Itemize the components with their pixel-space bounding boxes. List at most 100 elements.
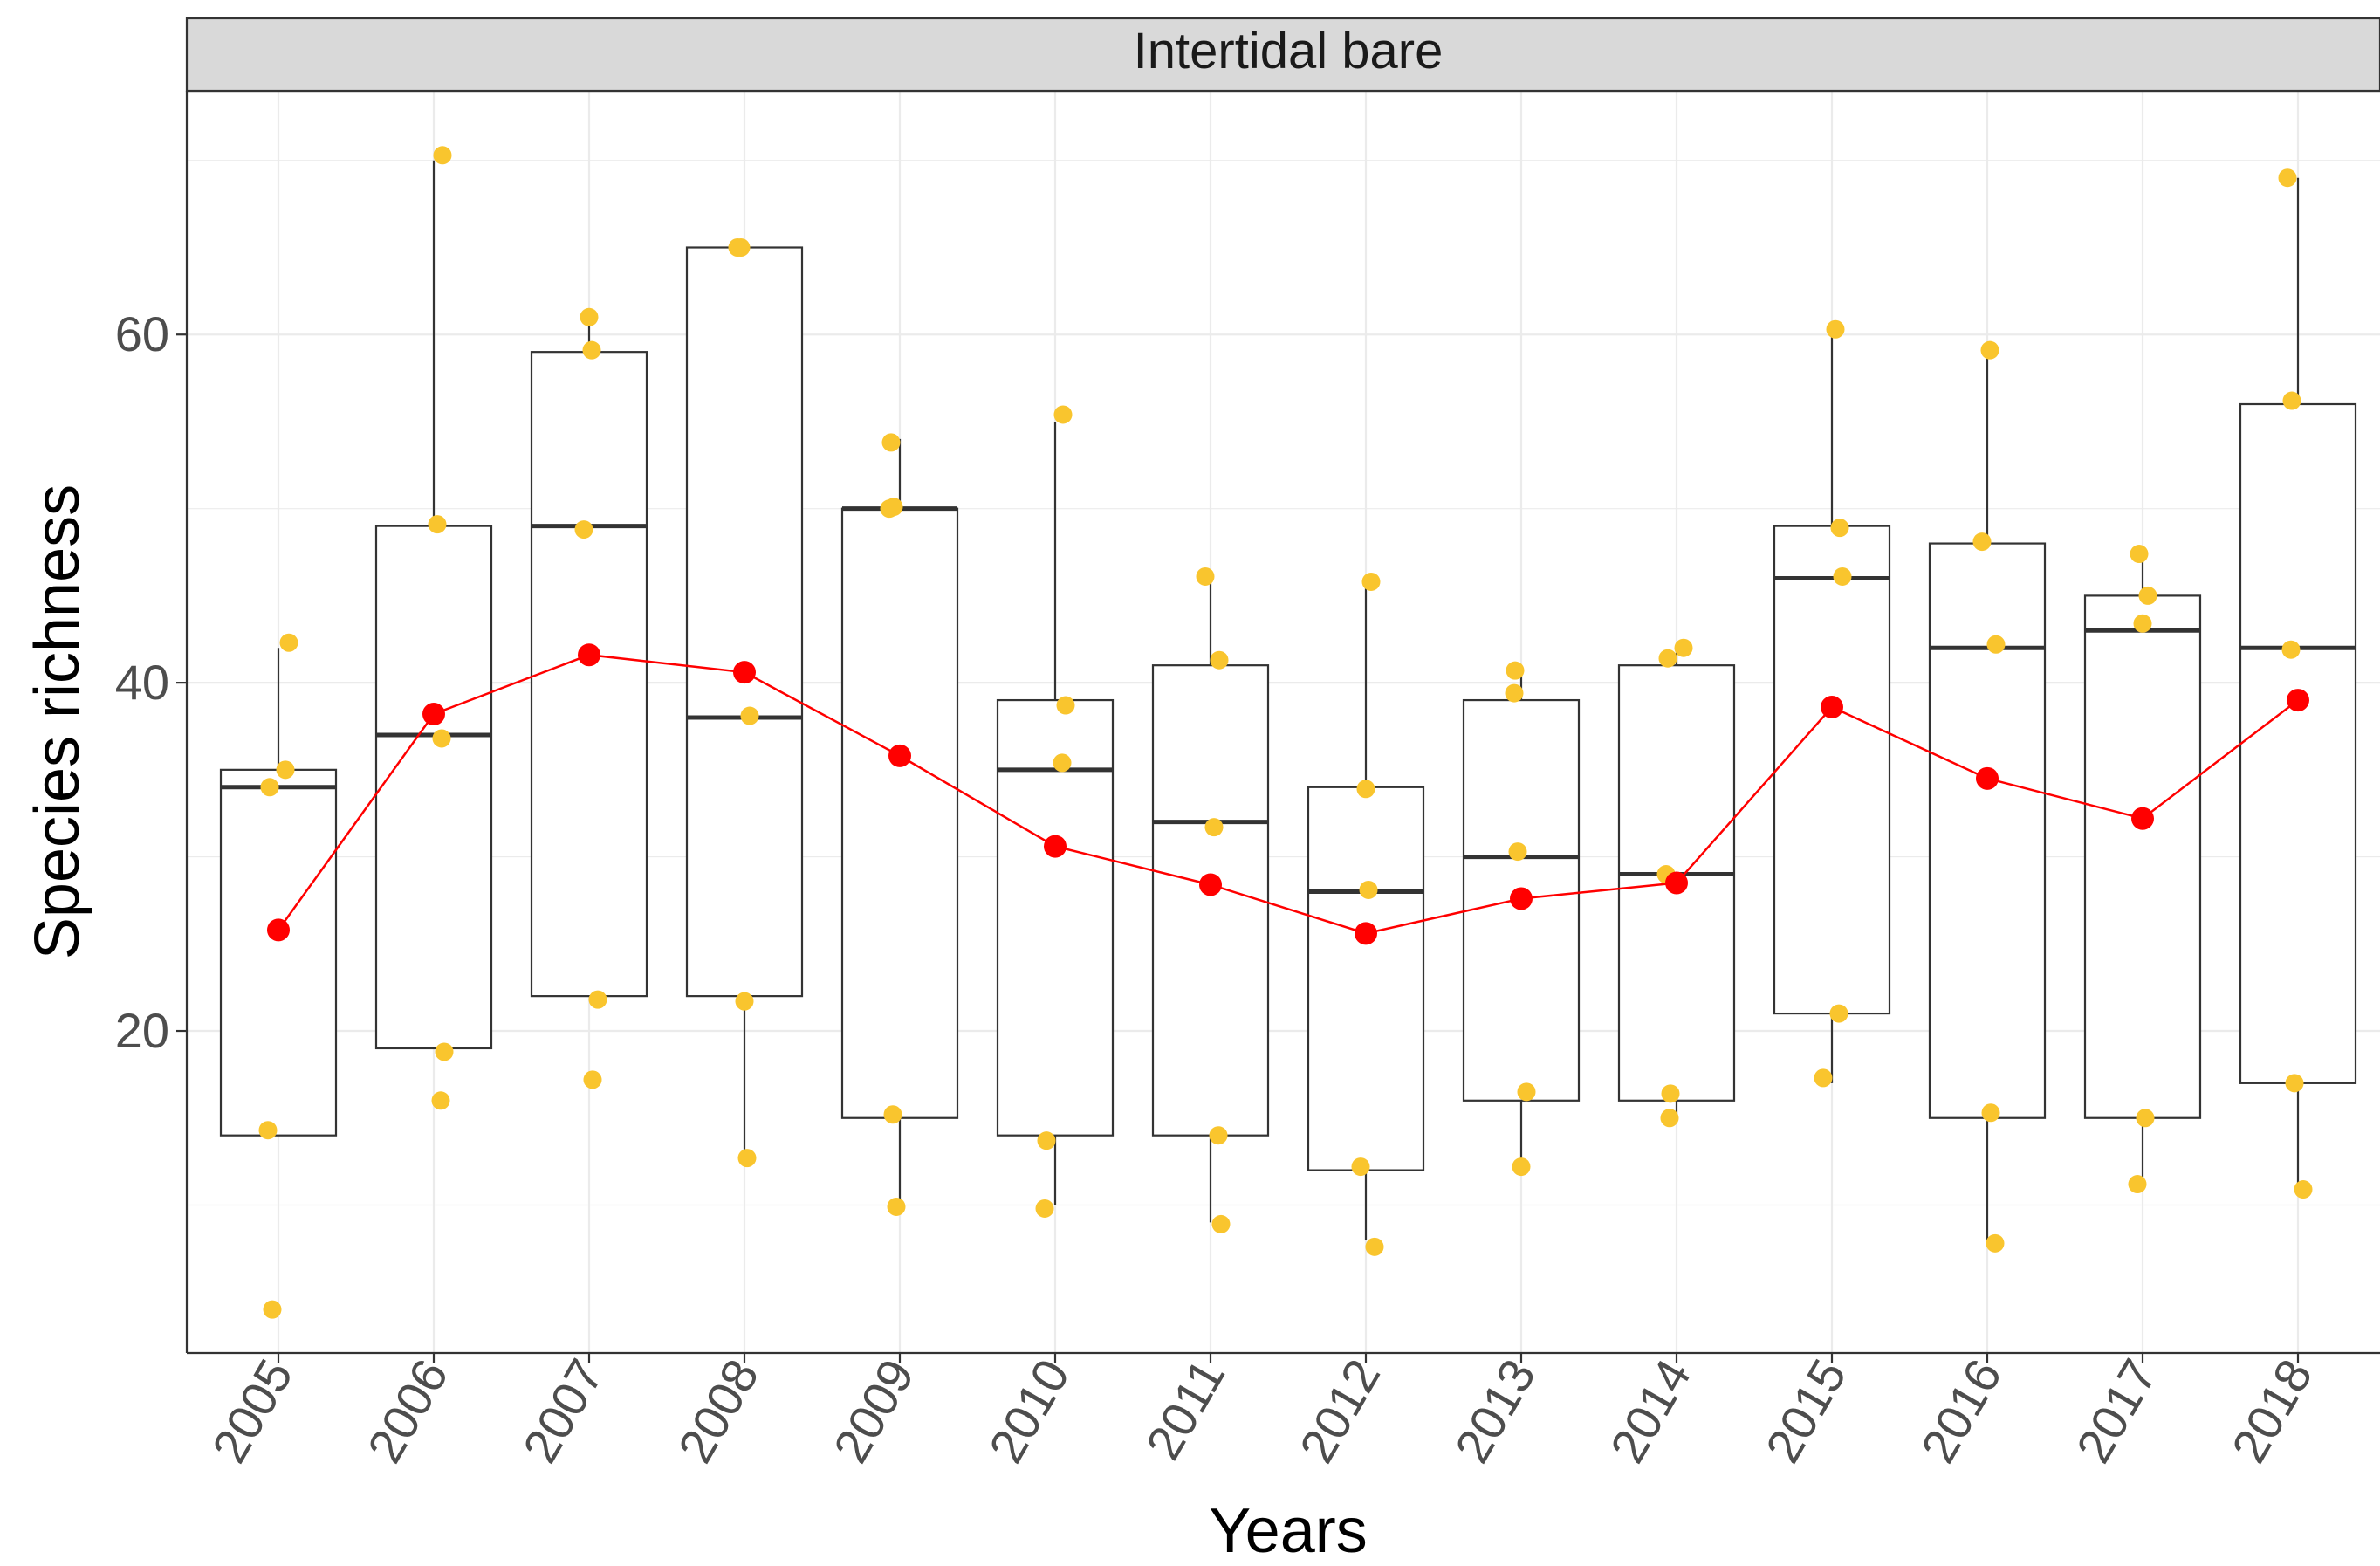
data-point: [2285, 1074, 2304, 1093]
box-iqr: [840, 507, 959, 1119]
box-2017: [2083, 560, 2202, 1188]
x-tick-label: 2013: [1444, 1350, 1547, 1472]
data-point: [1506, 661, 1525, 680]
data-point: [887, 1197, 906, 1216]
mean-point: [1976, 766, 1999, 790]
x-tick-label: 2015: [1755, 1350, 1857, 1472]
x-tick-label: 2007: [512, 1350, 614, 1472]
y-axis: 20 40 60: [115, 306, 187, 1058]
x-tick-label: 2018: [2221, 1350, 2323, 1472]
data-point: [1505, 683, 1524, 703]
y-tick-label: 20: [115, 1003, 169, 1058]
data-point: [1512, 1157, 1531, 1177]
data-point: [1035, 1199, 1054, 1218]
data-point: [583, 1070, 602, 1089]
mean-point: [888, 744, 911, 767]
data-point: [2278, 168, 2297, 188]
data-point: [2133, 614, 2152, 633]
data-point: [884, 498, 903, 517]
mean-point: [1355, 922, 1377, 945]
data-point: [431, 1091, 450, 1110]
data-point: [432, 729, 451, 748]
mean-point: [1199, 873, 1222, 896]
box-2011: [1151, 578, 1270, 1223]
mean-point: [1821, 696, 1843, 719]
data-point: [2138, 586, 2157, 605]
data-point: [1204, 818, 1224, 837]
mean-point: [578, 643, 600, 667]
box-iqr: [219, 768, 338, 1137]
box-iqr: [2083, 594, 2202, 1119]
data-point: [1517, 1082, 1536, 1102]
data-point: [1211, 1214, 1231, 1233]
data-point: [1351, 1157, 1370, 1177]
mean-point: [2131, 807, 2154, 830]
data-point: [1359, 880, 1378, 899]
mean-point: [1665, 871, 1688, 895]
data-point: [1986, 635, 2006, 654]
data-point: [731, 238, 751, 258]
box-iqr: [685, 246, 804, 998]
x-tick-label: 2011: [1135, 1350, 1236, 1469]
data-point: [1661, 1084, 1680, 1103]
facet-strip-label: Intertidal bare: [1134, 23, 1444, 79]
x-tick-label: 2009: [823, 1350, 925, 1472]
data-point: [1053, 405, 1073, 424]
x-tick-label: 2017: [2066, 1350, 2168, 1472]
data-point: [2136, 1109, 2155, 1128]
x-tick-label: 2010: [978, 1350, 1080, 1472]
data-point: [588, 990, 607, 1009]
x-tick-label: 2012: [1289, 1350, 1391, 1472]
data-point: [1056, 696, 1075, 715]
box-iqr: [1307, 786, 1425, 1171]
data-point: [263, 1300, 282, 1319]
box-2015: [1773, 334, 1891, 1083]
data-point: [881, 433, 901, 452]
box-2005: [219, 648, 338, 1137]
mean-point: [422, 703, 445, 726]
mean-point: [733, 661, 756, 684]
y-axis-title: Species richness: [23, 484, 93, 959]
box-2010: [996, 421, 1115, 1205]
data-point: [1053, 753, 1072, 773]
x-tick-label: 2008: [668, 1350, 770, 1472]
data-point: [1980, 340, 1999, 360]
data-point: [1037, 1131, 1056, 1150]
data-point: [740, 706, 759, 725]
data-point: [1660, 1109, 1679, 1128]
data-point: [737, 1149, 757, 1168]
box-iqr: [1151, 664, 1270, 1137]
mean-point: [267, 918, 290, 942]
data-point: [1829, 1004, 1848, 1023]
data-point: [260, 778, 279, 797]
data-point: [2130, 545, 2149, 564]
data-point: [1833, 567, 1852, 586]
mean-line-series: [267, 643, 2309, 945]
data-point: [1981, 1103, 2000, 1123]
box-2016: [1928, 352, 2047, 1240]
data-point: [1365, 1237, 1384, 1256]
x-tick-label: 2005: [202, 1350, 304, 1472]
x-axis-title: Years: [1209, 1496, 1367, 1566]
mean-line: [277, 653, 2299, 935]
data-point: [1210, 650, 1229, 670]
mean-point: [1044, 835, 1067, 858]
y-tick-label: 40: [115, 655, 169, 710]
box-2009: [840, 438, 959, 1205]
box-iqr: [2239, 402, 2357, 1084]
data-point: [428, 515, 447, 534]
box-series: [219, 160, 2357, 1240]
data-point: [1674, 638, 1693, 657]
box-iqr: [996, 698, 1115, 1137]
mean-point: [1510, 887, 1533, 910]
data-point: [1986, 1233, 2005, 1253]
data-point: [582, 340, 601, 360]
data-point: [2281, 640, 2301, 659]
data-point: [1209, 1126, 1228, 1145]
data-point: [279, 633, 298, 652]
y-tick-label: 60: [115, 306, 169, 361]
box-iqr: [374, 525, 493, 1050]
box-2006: [374, 160, 493, 1050]
data-point: [1830, 519, 1849, 538]
